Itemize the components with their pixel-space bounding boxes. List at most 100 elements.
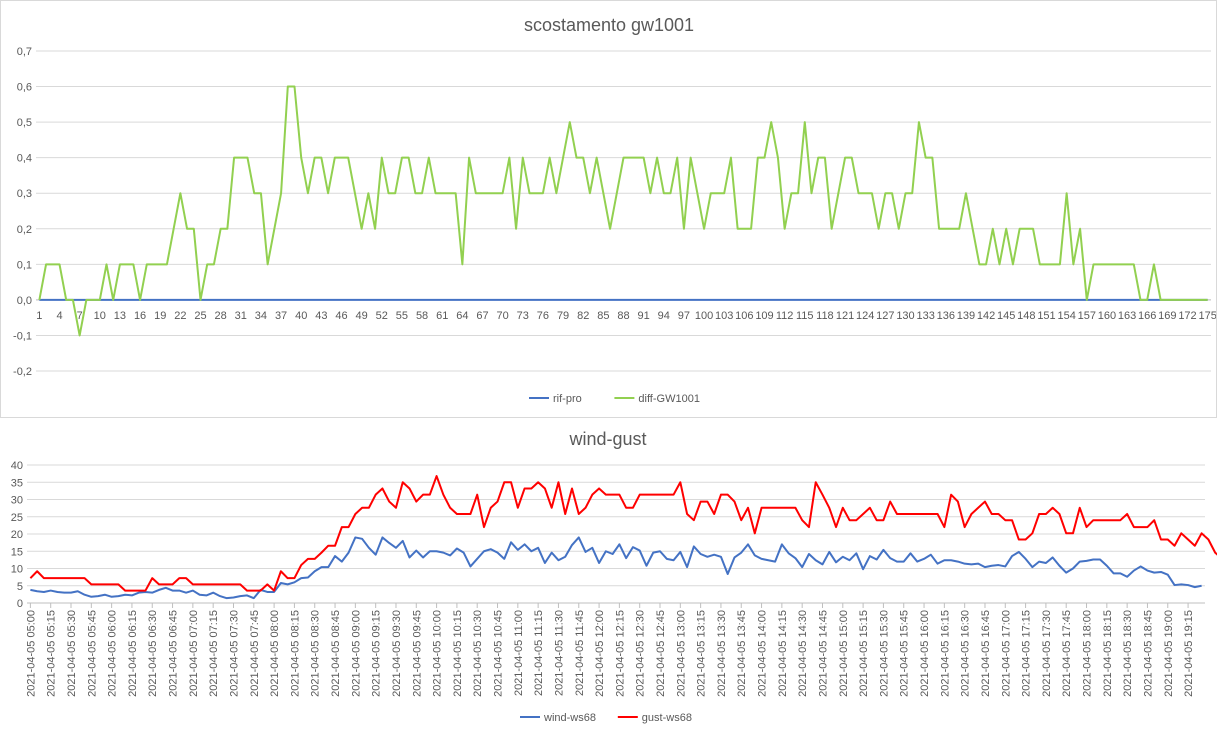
x-tick-label: 2021-04-05 07:15 xyxy=(208,610,220,697)
x-tick-label: 52 xyxy=(376,310,388,322)
x-tick-label: 2021-04-05 13:45 xyxy=(736,610,748,697)
x-tick-label: 151 xyxy=(1037,310,1055,322)
x-tick-label: 2021-04-05 15:30 xyxy=(878,610,890,697)
x-tick-label: 61 xyxy=(436,310,448,322)
x-tick-label: 2021-04-05 05:45 xyxy=(86,610,98,697)
x-tick-label: 70 xyxy=(497,310,509,322)
series-line-diff-GW1001 xyxy=(38,85,1208,337)
x-tick-label: 2021-04-05 15:15 xyxy=(858,610,870,697)
x-tick-label: 2021-04-05 07:45 xyxy=(249,610,261,697)
x-tick-label: 2021-04-05 19:00 xyxy=(1163,610,1175,697)
legend-label-gust-ws68: gust-ws68 xyxy=(642,712,692,724)
x-tick-label: 40 xyxy=(295,310,307,322)
x-tick-label: 37 xyxy=(275,310,287,322)
x-tick-label: 2021-04-05 13:00 xyxy=(675,610,687,697)
x-tick-label: 2021-04-05 14:00 xyxy=(757,610,769,697)
y-tick-label: 0,1 xyxy=(17,259,32,271)
x-tick-label: 2021-04-05 14:15 xyxy=(777,610,789,697)
x-tick-label: 2021-04-05 11:45 xyxy=(574,610,586,696)
legend-label-rif-pro: rif-pro xyxy=(553,393,582,405)
x-tick-label: 64 xyxy=(456,310,468,322)
x-tick-label: 2021-04-05 08:30 xyxy=(310,610,322,697)
x-tick-label: 121 xyxy=(836,310,854,322)
x-tick-label: 2021-04-05 18:45 xyxy=(1142,610,1154,697)
x-tick-label: 28 xyxy=(215,310,227,322)
x-tick-label: 142 xyxy=(977,310,995,322)
x-tick-label: 2021-04-05 12:30 xyxy=(635,610,647,697)
legend-label-diff-GW1001: diff-GW1001 xyxy=(638,393,700,405)
chart-title: wind-gust xyxy=(568,429,646,449)
x-tick-label: 2021-04-05 05:15 xyxy=(46,610,58,697)
x-tick-label: 2021-04-05 16:00 xyxy=(919,610,931,697)
x-tick-label: 166 xyxy=(1138,310,1156,322)
x-tick-label: 136 xyxy=(937,310,955,322)
x-tick-label: 97 xyxy=(678,310,690,322)
x-tick-label: 43 xyxy=(315,310,327,322)
x-tick-label: 2021-04-05 17:15 xyxy=(1021,610,1033,697)
x-tick-label: 4 xyxy=(56,310,62,322)
x-tick-label: 109 xyxy=(755,310,773,322)
y-tick-label: 40 xyxy=(11,460,23,472)
x-tick-label: 58 xyxy=(416,310,428,322)
x-tick-label: 2021-04-05 18:00 xyxy=(1082,610,1094,697)
x-tick-label: 76 xyxy=(537,310,549,322)
x-tick-label: 154 xyxy=(1057,310,1075,322)
x-tick-label: 2021-04-05 05:00 xyxy=(25,610,37,697)
x-tick-label: 2021-04-05 15:00 xyxy=(838,610,850,697)
x-tick-label: 115 xyxy=(796,310,814,322)
x-tick-label: 112 xyxy=(776,310,794,322)
x-tick-label: 2021-04-05 15:45 xyxy=(899,610,911,697)
x-tick-label: 2021-04-05 09:00 xyxy=(350,610,362,697)
x-tick-label: 2021-04-05 06:45 xyxy=(168,610,180,697)
x-tick-label: 73 xyxy=(517,310,529,322)
y-tick-label: 30 xyxy=(11,495,23,507)
x-tick-label: 34 xyxy=(255,310,267,322)
x-tick-label: 2021-04-05 05:30 xyxy=(66,610,78,697)
x-tick-label: 175 xyxy=(1198,310,1216,322)
x-tick-label: 2021-04-05 12:00 xyxy=(594,610,606,697)
y-tick-label: 0,4 xyxy=(17,153,32,165)
x-tick-label: 124 xyxy=(856,310,874,322)
x-tick-label: 2021-04-05 11:15 xyxy=(533,610,545,696)
x-tick-label: 2021-04-05 16:30 xyxy=(960,610,972,697)
x-tick-label: 2021-04-05 06:00 xyxy=(107,610,119,697)
legend-label-wind-ws68: wind-ws68 xyxy=(543,712,596,724)
y-tick-label: 0,6 xyxy=(17,82,32,94)
chart-scostamento-svg: scostamento gw1001 -0,2 -0,1 0,0 0,1 0,2 0,3 0,… xyxy=(13,15,1216,405)
x-tick-label: 169 xyxy=(1158,310,1176,322)
x-tick-label: 2021-04-05 10:00 xyxy=(432,610,444,697)
x-tick-label: 79 xyxy=(557,310,569,322)
x-tick-label: 2021-04-05 06:30 xyxy=(147,610,159,697)
y-tick-label: 35 xyxy=(11,477,23,489)
y-tick-label: -0,2 xyxy=(13,366,32,378)
x-tick-label: 13 xyxy=(114,310,126,322)
x-tick-label: 148 xyxy=(1017,310,1035,322)
x-tick-label: 103 xyxy=(715,310,733,322)
x-tick-label: 22 xyxy=(174,310,186,322)
x-tick-label: 2021-04-05 17:45 xyxy=(1061,610,1073,697)
x-tick-label: 10 xyxy=(94,310,106,322)
x-tick-label: 145 xyxy=(997,310,1015,322)
x-tick-label: 2021-04-05 13:30 xyxy=(716,610,728,697)
x-tick-label: 31 xyxy=(235,310,247,322)
x-tick-label: 2021-04-05 17:00 xyxy=(1000,610,1012,697)
x-tick-label: 2021-04-05 08:45 xyxy=(330,610,342,697)
x-tick-label: 2021-04-05 12:15 xyxy=(614,610,626,697)
x-tick-label: 49 xyxy=(356,310,368,322)
x-tick-label: 2021-04-05 17:30 xyxy=(1041,610,1053,697)
chart-scostamento: scostamento gw1001 -0,2 -0,1 0,0 0,1 0,2 0,3 0,… xyxy=(0,0,1217,418)
y-tick-label: -0,1 xyxy=(13,330,32,342)
x-tick-label: 2021-04-05 07:00 xyxy=(188,610,200,697)
x-tick-label: 2021-04-05 09:45 xyxy=(411,610,423,697)
x-tick-label: 82 xyxy=(577,310,589,322)
x-tick-label: 67 xyxy=(476,310,488,322)
x-tick-label: 2021-04-05 16:15 xyxy=(939,610,951,697)
x-tick-label: 88 xyxy=(617,310,629,322)
chart-wind-gust: wind-gust 0 5 10 15 20 25 30 35 40 2021-04-05 05:0… xyxy=(0,420,1217,734)
x-tick-label: 2021-04-05 13:15 xyxy=(696,610,708,697)
x-tick-label: 1 xyxy=(36,310,42,322)
x-tick-label: 2021-04-05 18:15 xyxy=(1102,610,1114,697)
y-tick-label: 0,7 xyxy=(17,46,32,58)
x-tick-label: 91 xyxy=(638,310,650,322)
x-tick-label: 25 xyxy=(194,310,206,322)
